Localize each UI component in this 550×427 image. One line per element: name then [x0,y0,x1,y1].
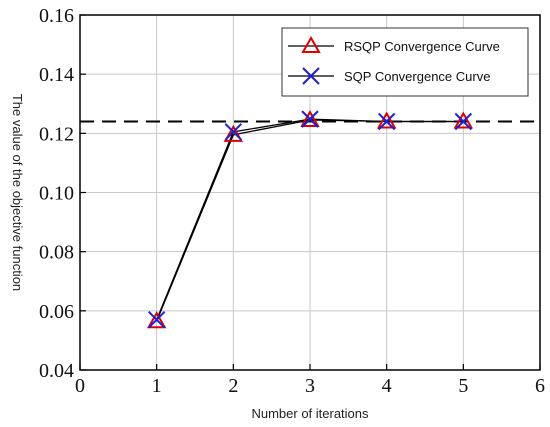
sqp-point-marker [377,112,396,131]
sqp-point-marker [301,110,319,128]
y-axis-title: The value of the objective function [10,94,25,291]
legend-triangle-icon [301,35,321,53]
y-tick-label: 0.16 [39,5,74,27]
y-tick-label: 0.08 [39,242,74,264]
legend-cross-icon [302,67,320,85]
x-tick-label: 0 [75,375,85,397]
legend-label: SQP Convergence Curve [344,69,490,84]
x-tick-label: 1 [152,375,162,397]
x-tick-label: 5 [458,375,468,397]
x-tick-labels: 0 1 2 3 4 5 6 [75,375,545,397]
legend-box [281,27,529,97]
y-tick-labels: 0.04 0.06 0.08 0.10 0.12 0.14 0.16 [39,5,74,382]
rsqp-point-marker [376,111,397,129]
rsqp-point-marker [453,111,474,129]
legend-label: RSQP Convergence Curve [344,39,500,54]
y-tick-label: 0.14 [39,64,74,86]
x-tick-label: 3 [305,375,315,397]
x-tick-label: 4 [382,375,392,397]
rsqp-point-marker [300,110,320,128]
sqp-point-marker [147,311,166,329]
axis-ticks [79,14,541,371]
series-markers [146,110,474,329]
y-tick-label: 0.12 [39,123,74,145]
x-tick-label: 2 [228,375,238,397]
x-axis-title: Number of iterations [251,406,369,421]
sqp-point-marker [454,112,473,131]
rsqp-point-marker [223,124,244,142]
legend: RSQP Convergence Curve SQP Convergence Cu… [281,27,529,97]
rsqp-point-marker [146,311,167,329]
sqp-point-marker [224,123,243,141]
y-tick-label: 0.04 [39,360,74,382]
y-tick-label: 0.06 [39,301,74,323]
x-tick-label: 6 [535,375,545,397]
y-tick-label: 0.10 [39,183,74,205]
